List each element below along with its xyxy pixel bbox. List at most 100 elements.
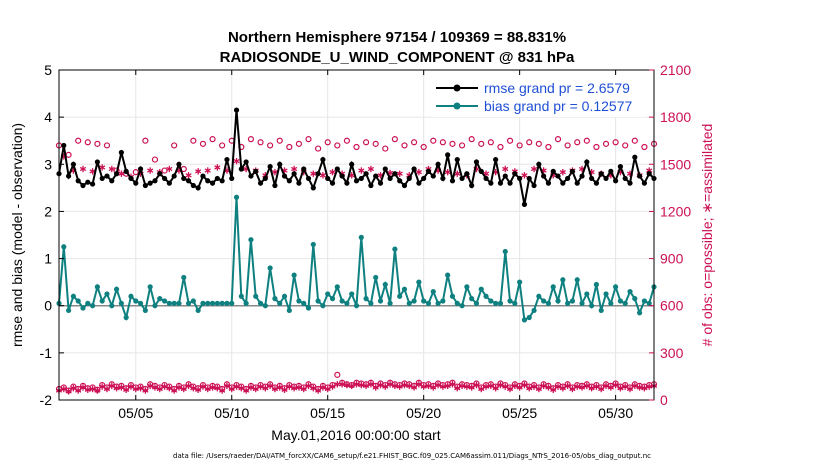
obs-assimilated-marker (195, 386, 202, 393)
legend-bias-label: bias grand pr = 0.12577 (484, 98, 632, 114)
bias-point (277, 300, 283, 306)
bias-point (627, 288, 633, 295)
rmse-point (142, 182, 148, 189)
rmse-point (497, 180, 504, 186)
rmse-point (166, 180, 172, 186)
bias-point (464, 284, 470, 290)
asterisk-stroke (554, 384, 562, 389)
obs-possible-marker (410, 139, 418, 146)
obs-assimilated-marker (564, 382, 571, 390)
bias-point (435, 300, 441, 306)
bias-point (421, 298, 427, 304)
bias-point (531, 307, 537, 314)
asterisk-stroke (641, 386, 648, 391)
obs-possible-marker (516, 142, 523, 149)
obs-possible-marker (478, 140, 485, 147)
bias-point (75, 298, 81, 304)
obs-assimilated-marker (631, 382, 638, 390)
rmse-point (291, 171, 297, 177)
bias-point (334, 284, 340, 290)
obs-assimilated-marker (118, 170, 125, 177)
rmse-point (617, 164, 624, 170)
obs-possible-marker (362, 139, 370, 146)
obs-possible-marker (526, 139, 533, 146)
obs-possible-marker (324, 139, 331, 146)
obs-assimilated-marker (353, 381, 360, 388)
rmse-point (608, 168, 614, 174)
obs-assimilated-marker (247, 384, 255, 391)
obs-possible-marker (209, 136, 216, 143)
obs-assimilated-marker (108, 165, 115, 173)
obs-assimilated-marker (123, 386, 130, 393)
obs-possible-marker (190, 137, 197, 144)
rmse-point (253, 168, 259, 174)
bias-point (94, 284, 100, 290)
bias-point (517, 279, 523, 285)
asterisk-stroke (338, 382, 346, 387)
bias-point (65, 307, 72, 314)
bias-point (358, 234, 364, 240)
rmse-point (329, 180, 336, 186)
rmse-point (521, 201, 528, 207)
asterisk-stroke (132, 386, 139, 392)
bias-point (478, 286, 484, 292)
rmse-point (478, 168, 484, 174)
asterisk-stroke (358, 168, 365, 173)
asterisk-stroke (329, 169, 336, 175)
obs-possible-marker (506, 137, 514, 144)
obs-assimilated-marker (602, 382, 610, 390)
asterisk-stroke (631, 383, 638, 389)
rmse-point (310, 185, 316, 191)
bias-point (80, 305, 86, 311)
obs-assimilated-marker (454, 170, 461, 177)
bias-point (425, 300, 432, 306)
asterisk-stroke (195, 387, 202, 392)
bias-point (497, 300, 504, 306)
obs-assimilated-marker (300, 385, 307, 393)
rmse-point (219, 178, 225, 184)
y-tick-label: 2 (44, 203, 52, 219)
obs-possible-marker (420, 143, 427, 151)
rmse-point (133, 180, 139, 186)
rmse-point (195, 185, 201, 191)
asterisk-stroke (70, 386, 77, 391)
rmse-point (89, 181, 96, 187)
obs-possible-marker (84, 139, 91, 146)
rmse-point (387, 175, 393, 182)
bias-point (238, 293, 244, 299)
obs-assimilated-marker (94, 387, 101, 394)
bias-point (214, 300, 220, 306)
rmse-point (646, 171, 652, 177)
obs-possible-marker (458, 142, 466, 149)
obs-possible-marker (305, 136, 312, 143)
asterisk-stroke (219, 388, 226, 393)
asterisk-stroke (123, 387, 130, 392)
bias-point (579, 300, 585, 306)
asterisk-stroke (646, 384, 653, 389)
bias-point (373, 274, 379, 281)
asterisk-stroke (583, 383, 590, 389)
bias-point (185, 300, 192, 306)
asterisk-stroke (118, 171, 125, 176)
asterisk-stroke (367, 382, 375, 387)
rmse-point (305, 175, 312, 182)
obs-assimilated-marker (310, 170, 317, 177)
obs-assimilated-marker (612, 381, 619, 389)
obs-possible-marker (247, 136, 255, 143)
obs-possible-marker (171, 142, 178, 149)
obs-possible-marker (602, 140, 610, 147)
bias-point (310, 241, 316, 248)
x-tick-label: 05/30 (598, 405, 633, 421)
obs-possible-marker (219, 142, 226, 149)
obs-assimilated-marker (554, 383, 562, 390)
obs-possible-marker (334, 371, 341, 378)
bias-point (392, 246, 398, 252)
asterisk-stroke (521, 173, 528, 178)
rmse-point (536, 161, 542, 167)
asterisk-stroke (310, 386, 317, 391)
obs-possible-marker (199, 140, 207, 147)
bias-point (166, 300, 172, 306)
obs-possible-marker (449, 140, 456, 147)
asterisk-stroke (233, 158, 240, 164)
